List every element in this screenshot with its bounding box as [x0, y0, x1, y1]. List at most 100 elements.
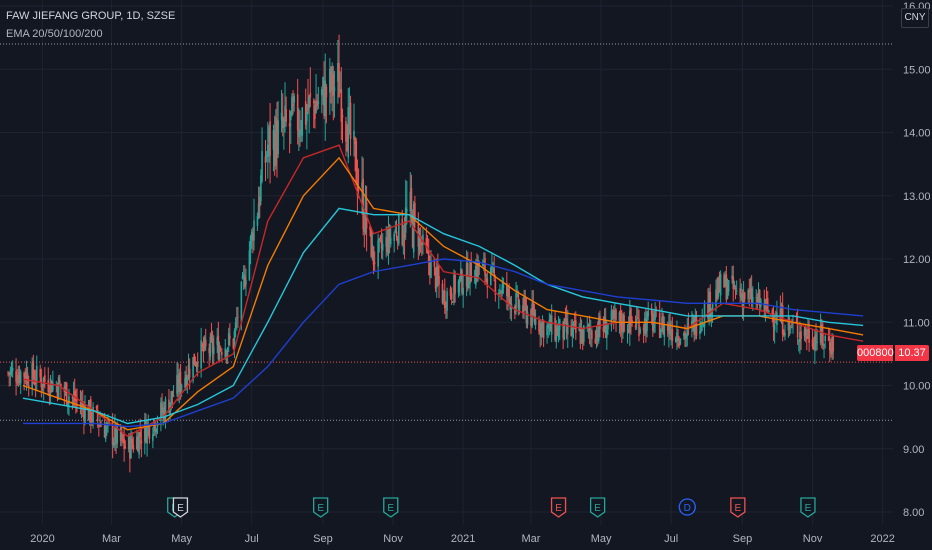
- candle-body: [731, 275, 733, 279]
- last-price-tag: 10.37: [895, 345, 929, 361]
- candle-body: [669, 323, 671, 335]
- candle-body: [341, 115, 344, 118]
- candle-body: [461, 270, 463, 293]
- candle-body: [534, 318, 537, 325]
- candle-body: [234, 322, 237, 329]
- candle-body: [638, 319, 640, 337]
- candle-body: [433, 258, 436, 267]
- candle-body: [145, 422, 147, 443]
- candle-body: [486, 278, 489, 288]
- x-tick-label: May: [171, 533, 192, 545]
- candle-body: [155, 428, 158, 433]
- candle-body: [300, 130, 302, 135]
- candle-body: [272, 129, 275, 150]
- candle-body: [353, 130, 355, 140]
- candle-body: [227, 333, 230, 345]
- candle-body: [212, 346, 215, 355]
- candle-body: [642, 326, 645, 331]
- candle-body: [178, 374, 181, 393]
- candle-body: [363, 228, 366, 232]
- candle-body: [668, 323, 670, 334]
- candle-body: [292, 103, 294, 107]
- candle-body: [522, 305, 524, 314]
- candle-body: [800, 331, 802, 339]
- candle-body: [44, 375, 46, 382]
- candle-body: [755, 297, 758, 299]
- candle-body: [457, 280, 460, 293]
- candle-body: [446, 291, 448, 311]
- candle-body: [100, 425, 102, 427]
- candle-body: [95, 406, 98, 409]
- candle-body: [476, 263, 478, 277]
- candle-body: [218, 346, 221, 360]
- candle-body: [264, 156, 267, 163]
- candle-body: [635, 318, 638, 324]
- candle-body: [580, 330, 583, 342]
- candle-body: [468, 286, 470, 288]
- candle-body: [216, 337, 219, 345]
- candle-body: [347, 107, 350, 158]
- candle-body: [807, 329, 809, 336]
- currency-badge[interactable]: CNY: [901, 8, 929, 28]
- candle-body: [524, 298, 527, 304]
- x-tick-label: 2021: [451, 533, 475, 545]
- candle-body: [39, 369, 42, 378]
- candle-body: [756, 298, 759, 305]
- candle-body: [734, 287, 737, 289]
- candle-body: [435, 267, 438, 288]
- candle-body: [691, 320, 693, 326]
- y-tick-label: 8.00: [903, 507, 924, 519]
- event-marker-label: E: [805, 503, 812, 514]
- candle-body: [687, 323, 690, 325]
- candle-body: [634, 325, 637, 328]
- candle-body: [208, 347, 210, 353]
- candle-body: [381, 243, 384, 251]
- candle-body: [434, 268, 437, 289]
- candle-body: [201, 343, 204, 347]
- candle-body: [204, 339, 207, 347]
- candle-body: [10, 368, 13, 374]
- candle-body: [602, 327, 605, 332]
- candle-body: [163, 407, 166, 420]
- candle-body: [68, 396, 70, 404]
- candle-body: [115, 424, 117, 445]
- candle-body: [639, 328, 641, 334]
- candle-body: [791, 323, 793, 325]
- candle-body: [129, 437, 131, 459]
- indicator-label[interactable]: EMA 20/50/100/200: [6, 28, 103, 40]
- candle-body: [168, 399, 170, 413]
- candle-body: [285, 109, 287, 122]
- candle-body: [824, 336, 826, 342]
- candle-body: [831, 337, 833, 355]
- candle-body: [677, 335, 679, 342]
- candle-body: [588, 326, 591, 331]
- dividend-marker-icon: [678, 498, 696, 516]
- candle-body: [483, 260, 485, 262]
- candle-body: [34, 381, 37, 384]
- candle-body: [678, 343, 681, 346]
- candle-body: [808, 327, 810, 343]
- candle-body: [402, 239, 405, 241]
- candle-body: [192, 357, 194, 381]
- candle-body: [332, 73, 335, 96]
- candle-body: [404, 207, 407, 233]
- candle-body: [615, 309, 617, 320]
- candle-body: [15, 371, 17, 382]
- candle-body: [52, 382, 54, 390]
- candle-body: [406, 209, 408, 212]
- x-tick-label: Mar: [102, 533, 121, 545]
- candle-body: [164, 399, 167, 419]
- candle-body: [122, 435, 124, 442]
- candle-body: [331, 66, 333, 90]
- candle-body: [121, 434, 123, 439]
- candle-body: [717, 278, 720, 297]
- x-tick-label: Mar: [521, 533, 540, 545]
- candle-body: [607, 323, 609, 330]
- candle-body: [7, 372, 9, 374]
- candle-body: [751, 296, 754, 304]
- candle-body: [425, 237, 428, 248]
- candle-body: [64, 385, 67, 392]
- candle-body: [345, 121, 347, 142]
- candle-body: [701, 321, 704, 323]
